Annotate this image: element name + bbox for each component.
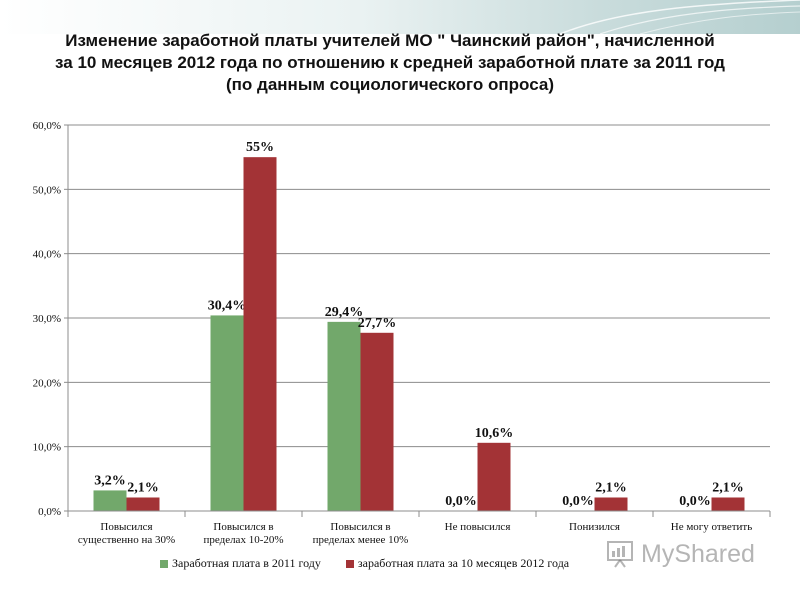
bar-series-1 [93, 490, 127, 511]
x-tick-label: Повысился в [330, 521, 390, 533]
x-tick-label: Не повысился [445, 521, 511, 533]
legend-item-series-1: Заработная плата в 2011 году [160, 556, 321, 571]
decorative-header-band [0, 0, 800, 34]
chart-title-line: (по данным социологического опроса) [226, 75, 554, 94]
data-label-series-2: 10,6% [475, 426, 514, 441]
x-tick-label: пределах менее 10% [313, 534, 409, 546]
y-tick-label: 10,0% [33, 442, 61, 454]
x-tick-label: пределах 10-20% [203, 534, 283, 546]
y-tick-label: 50,0% [33, 184, 61, 196]
chart-title: Изменение заработной платы учителей МО "… [20, 30, 760, 96]
x-tick-label: Повысился [100, 521, 152, 533]
bar-series-2 [711, 497, 745, 511]
data-label-series-1: 0,0% [445, 494, 477, 509]
bar-series-2 [477, 442, 511, 511]
data-label-series-1: 29,4% [325, 305, 364, 320]
bar-series-1 [327, 321, 361, 511]
data-label-series-1: 0,0% [562, 494, 594, 509]
y-tick-label: 30,0% [33, 313, 61, 325]
data-label-series-1: 0,0% [679, 494, 711, 509]
data-label-series-2: 55% [246, 140, 274, 155]
watermark: MyShared [605, 536, 755, 572]
bar-series-2 [126, 497, 160, 511]
x-tick-label: Не могу ответить [671, 521, 753, 533]
data-label-series-2: 27,7% [358, 316, 397, 331]
y-tick-label: 60,0% [33, 120, 61, 132]
presentation-board-icon [607, 541, 633, 568]
chart-legend: Заработная плата в 2011 году заработная … [160, 556, 591, 572]
chart-title-line: Изменение заработной платы учителей МО "… [65, 31, 715, 50]
legend-swatch-series-1 [160, 559, 168, 568]
y-tick-label: 40,0% [33, 249, 61, 261]
x-tick-label: Понизился [569, 521, 620, 533]
bar-series-2 [594, 497, 628, 511]
y-tick-label: 0,0% [38, 506, 61, 518]
legend-label-series-2: заработная плата за 10 месяцев 2012 года [357, 556, 570, 570]
chart-title-line: за 10 месяцев 2012 года по отношению к с… [55, 53, 725, 72]
bar-series-2 [243, 157, 277, 511]
data-label-series-2: 2,1% [712, 480, 744, 495]
data-label-series-1: 30,4% [208, 298, 247, 313]
bar-series-1 [210, 315, 244, 511]
y-tick-label: 20,0% [33, 377, 61, 389]
watermark-text: MyShared [641, 539, 755, 568]
legend-swatch-series-2 [345, 559, 354, 568]
x-tick-label: существенно на 30% [78, 534, 175, 546]
decorative-wave-lines [559, 0, 800, 34]
legend-label-series-1: Заработная плата в 2011 году [172, 556, 321, 570]
data-label-series-1: 3,2% [94, 473, 126, 488]
legend-item-series-2: заработная плата за 10 месяцев 2012 года [345, 556, 570, 571]
data-label-series-2: 2,1% [127, 480, 159, 495]
x-tick-label: Повысился в [213, 521, 273, 533]
bar-series-2 [360, 332, 394, 511]
data-label-series-2: 2,1% [595, 480, 627, 495]
